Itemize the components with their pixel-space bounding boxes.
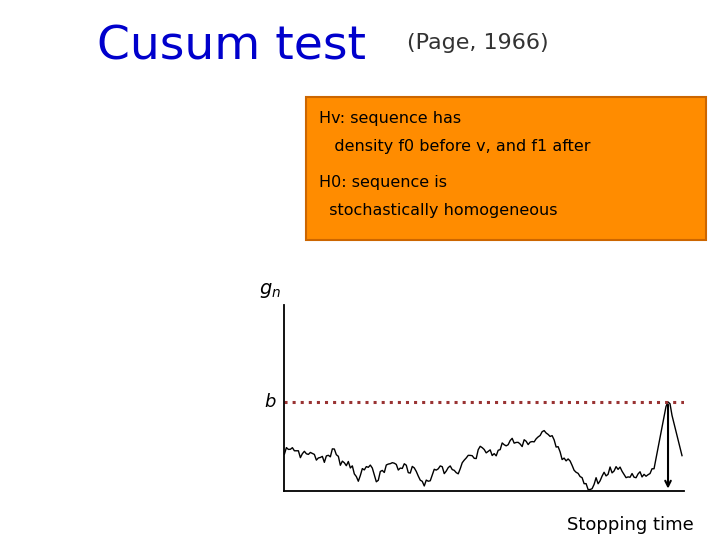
Text: H0: sequence is: H0: sequence is — [319, 176, 447, 190]
Text: Stopping time: Stopping time — [567, 516, 694, 534]
Text: $g_n$: $g_n$ — [259, 280, 282, 300]
Text: Cusum test: Cusum test — [97, 24, 366, 69]
Text: stochastically homogeneous: stochastically homogeneous — [319, 204, 557, 218]
FancyBboxPatch shape — [306, 97, 706, 240]
Text: (Page, 1966): (Page, 1966) — [407, 33, 549, 53]
Text: density f0 before v, and f1 after: density f0 before v, and f1 after — [319, 139, 590, 154]
Text: Hv: sequence has: Hv: sequence has — [319, 111, 461, 126]
Text: b: b — [265, 393, 276, 411]
